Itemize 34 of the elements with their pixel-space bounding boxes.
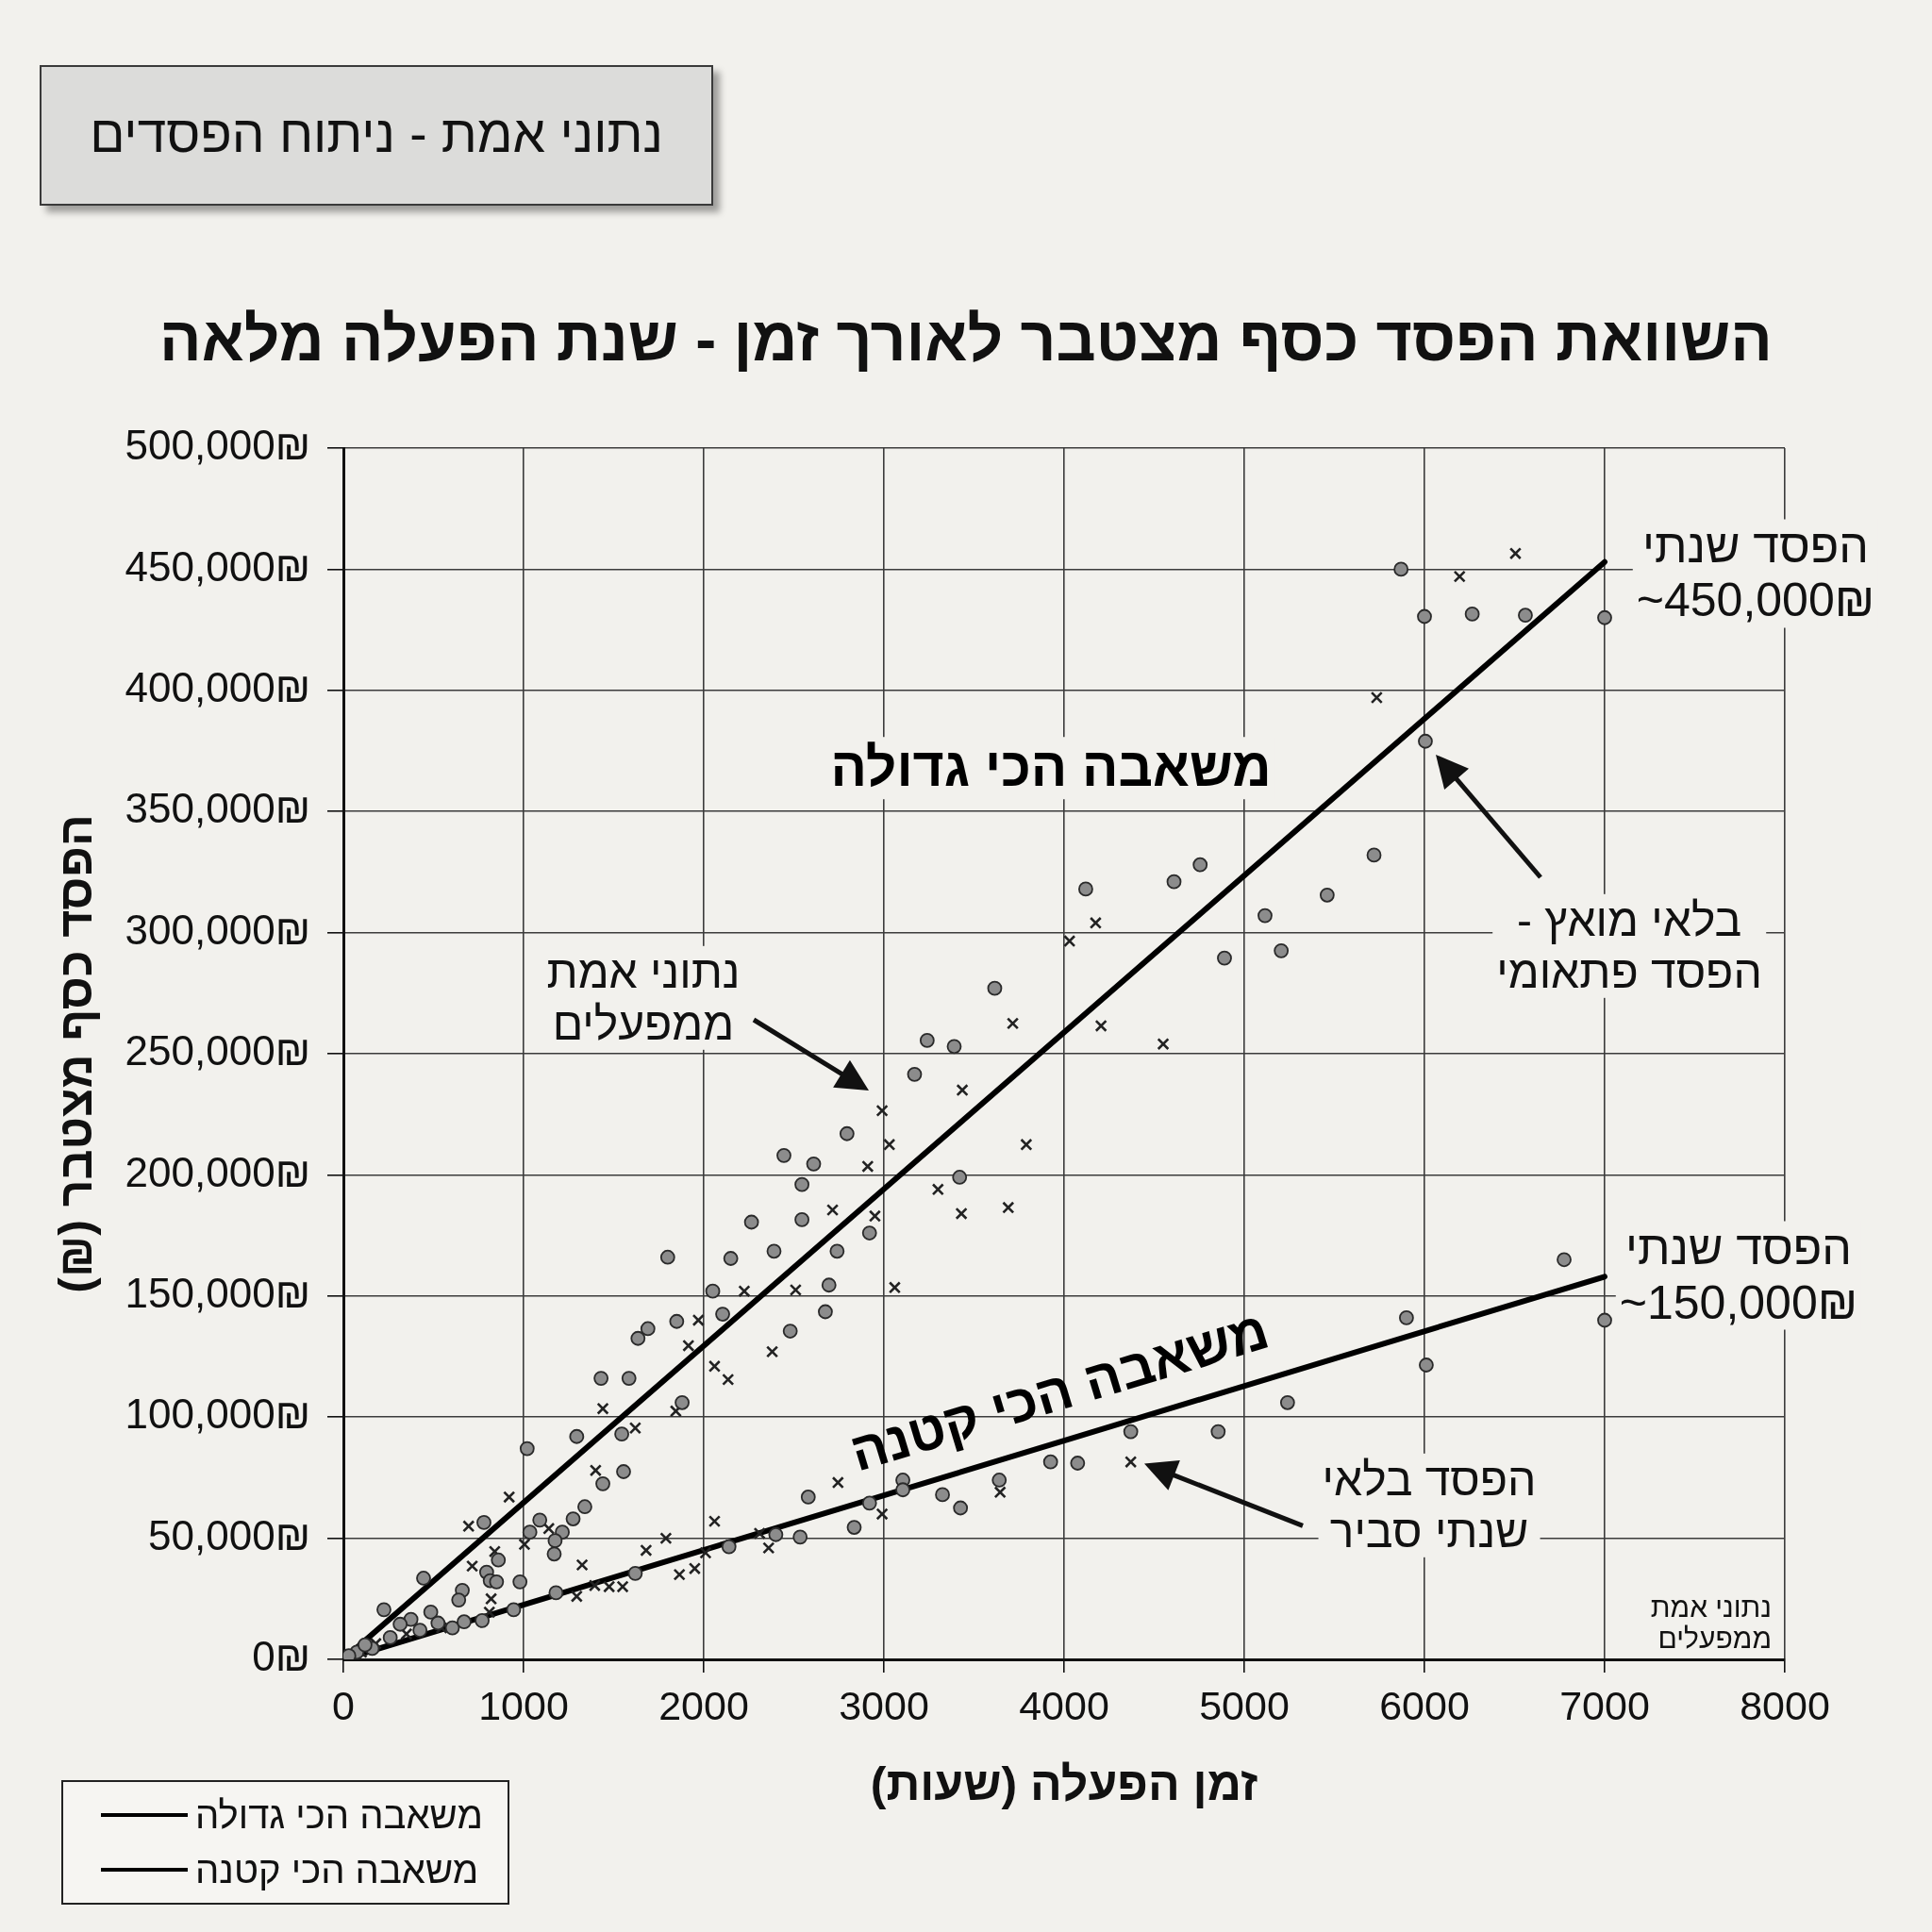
- x-tick-label: 0: [332, 1682, 355, 1728]
- x-tick-label: 8000: [1740, 1682, 1830, 1728]
- x-tick-label: 1000: [478, 1682, 569, 1728]
- y-tick-label: 450,000₪: [125, 542, 310, 590]
- annotation: הפסד שנתי ~150,000₪: [1615, 1221, 1862, 1330]
- annotation: בלאי מואץ - הפסד פתאומי: [1492, 893, 1766, 999]
- x-tick-label: 6000: [1379, 1682, 1470, 1728]
- y-tick-label: 400,000₪: [125, 663, 310, 710]
- annotation: הפסד בלאי שנתי סביר: [1318, 1453, 1541, 1558]
- x-tick-label: 2000: [658, 1682, 749, 1728]
- x-tick-label: 5000: [1199, 1682, 1290, 1728]
- legend-label: משאבה הכי קטנה: [195, 1848, 479, 1891]
- text: נתוני אמת - ניתוח הפסדים: [90, 105, 663, 165]
- x-tick-label: 7000: [1559, 1682, 1650, 1728]
- x-axis-title: זמן הפעלה (שעות): [870, 1757, 1258, 1812]
- legend-label: משאבה הכי גדולה: [195, 1793, 483, 1837]
- x-tick-label: 4000: [1019, 1682, 1109, 1728]
- y-tick-label: 50,000₪: [148, 1511, 310, 1558]
- y-tick-label: 200,000₪: [125, 1148, 310, 1195]
- y-tick-label: 300,000₪: [125, 906, 310, 953]
- annotation: הפסד שנתי ~450,000₪: [1632, 519, 1879, 628]
- x-tick-label: 3000: [839, 1682, 929, 1728]
- text: משאבה הכי קטנה: [843, 1298, 1276, 1483]
- y-tick-label: 150,000₪: [125, 1269, 310, 1316]
- annotation: נתוני אמת ממפעלים: [542, 945, 744, 1051]
- y-tick-label: 500,000₪: [125, 422, 310, 469]
- text: משאבה הכי גדולה: [830, 737, 1272, 798]
- annotation: נתוני אמת ממפעלים: [1650, 1591, 1772, 1654]
- chart-title: השוואת הפסד כסף מצטבר לאורך זמן - שנת הפעלה מלאה: [158, 304, 1774, 375]
- y-tick-label: 350,000₪: [125, 785, 310, 832]
- y-tick-label: 100,000₪: [125, 1391, 310, 1438]
- y-tick-label: 250,000₪: [125, 1027, 310, 1074]
- y-axis-title: הפסד כסף מצטבר (₪): [49, 814, 104, 1293]
- y-tick-label: 0₪: [252, 1633, 310, 1680]
